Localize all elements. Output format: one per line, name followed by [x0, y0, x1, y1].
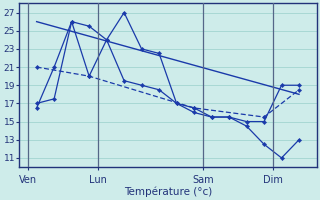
X-axis label: Température (°c): Température (°c)	[124, 186, 212, 197]
